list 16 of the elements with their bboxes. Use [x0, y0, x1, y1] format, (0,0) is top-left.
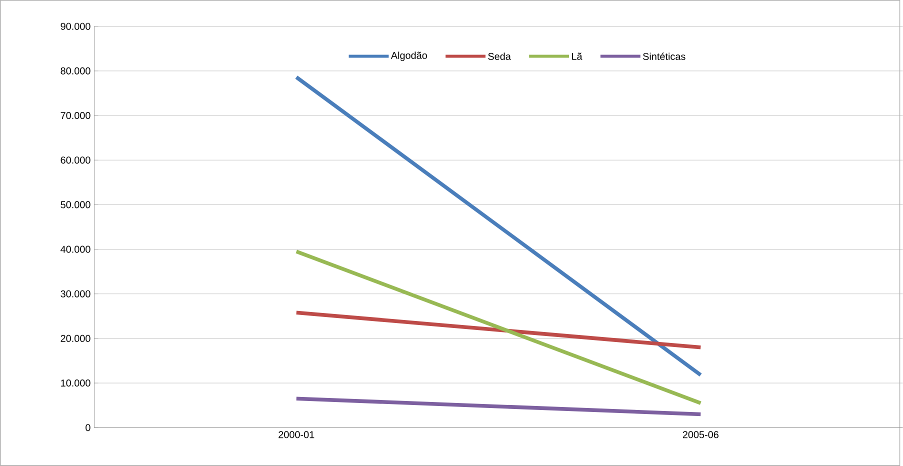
- y-tick-label: 70.000: [60, 112, 90, 120]
- legend-label: Algodão: [390, 52, 427, 61]
- y-tick-label: 90.000: [60, 22, 90, 30]
- y-tick-label: 80.000: [60, 67, 90, 74]
- x-tick-label: 2000-01: [278, 431, 314, 438]
- y-tick-label: 40.000: [60, 246, 90, 253]
- legend-label: Seda: [488, 52, 511, 60]
- y-tick-label: 60.000: [60, 156, 90, 164]
- y-tick-label: 30.000: [60, 290, 90, 298]
- x-tick-label: 2005-06: [682, 431, 718, 438]
- y-tick-label: 10.000: [61, 380, 90, 387]
- y-tick-label: 20.000: [60, 334, 90, 342]
- y-tick-label: 50.000: [60, 201, 90, 208]
- legend-label: Sintéticas: [643, 52, 686, 60]
- y-tick-label: 0: [86, 424, 90, 432]
- legend-label: Lã: [572, 52, 582, 60]
